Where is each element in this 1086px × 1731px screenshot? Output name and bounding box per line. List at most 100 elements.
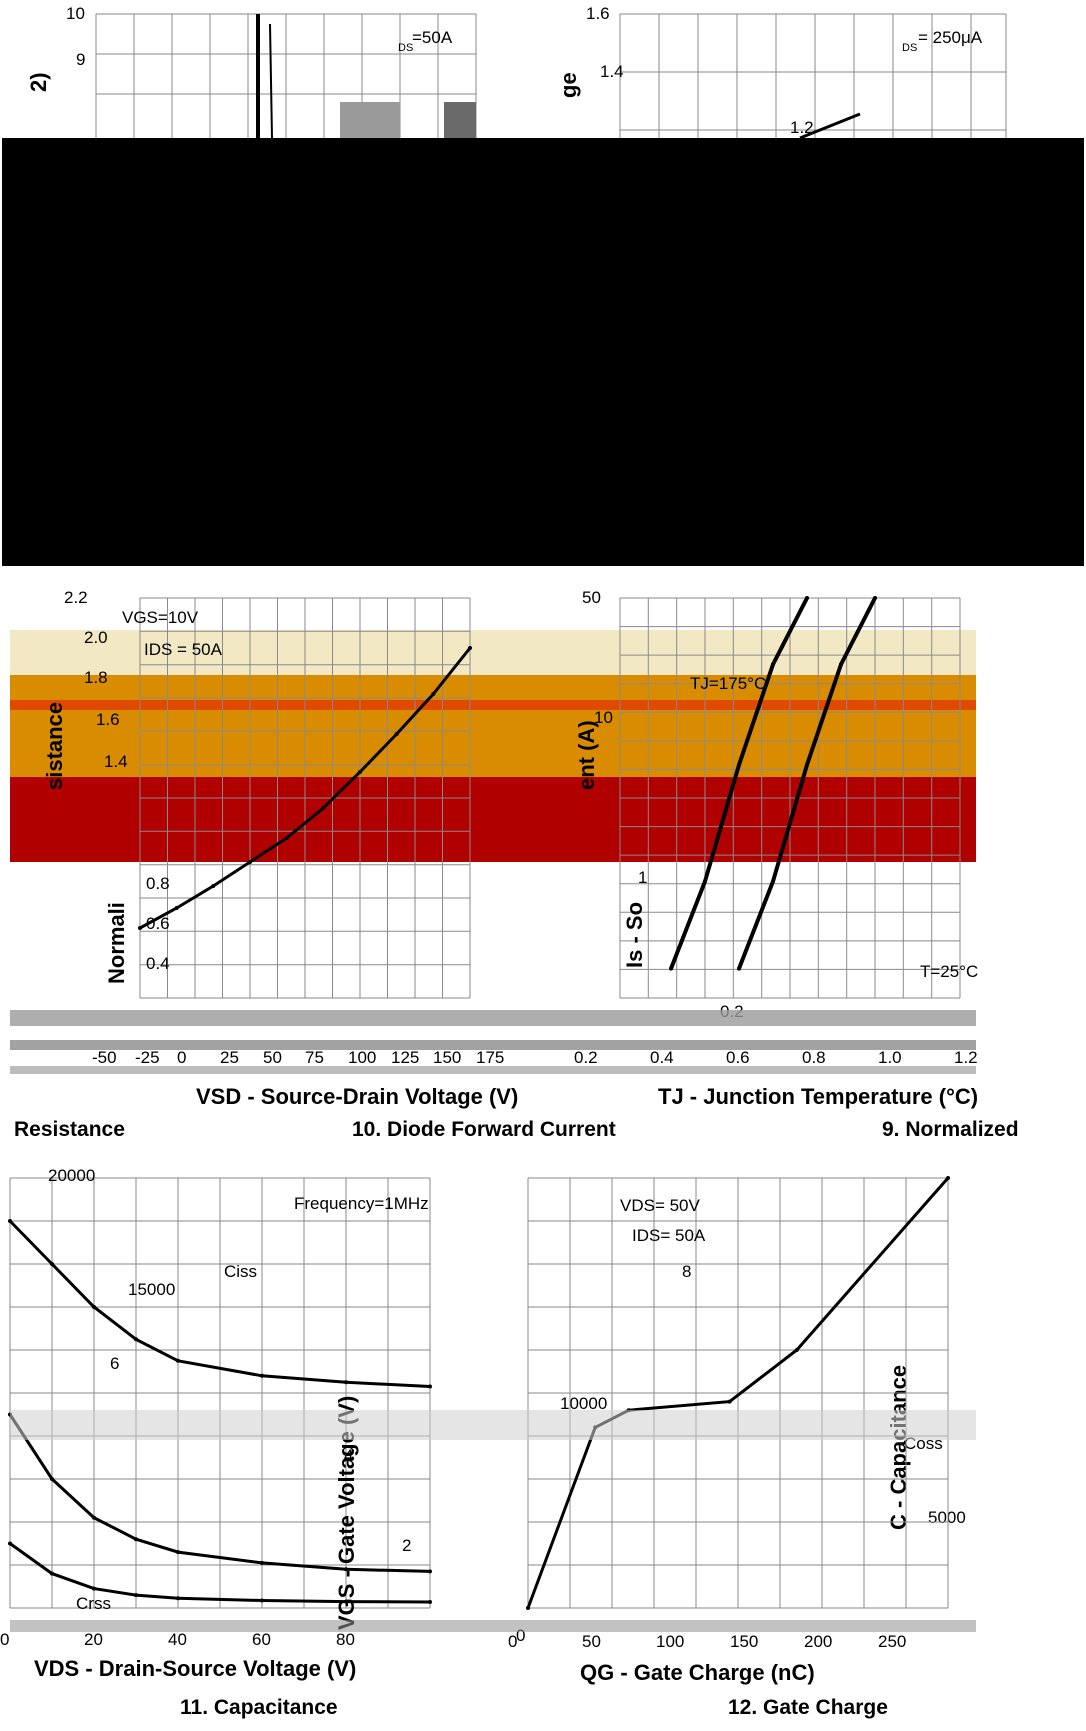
diode-series-0-point-4 bbox=[805, 596, 809, 600]
top-right-ytick-0: 1.6 bbox=[586, 4, 610, 23]
gate-charge-point-4 bbox=[794, 1348, 799, 1352]
top-left-annotation-sub: DS bbox=[398, 42, 414, 54]
capacitance-series-2-point-1 bbox=[50, 1571, 54, 1576]
on-resistance-annotation-vgs: VGS=10V bbox=[122, 608, 199, 627]
capacitance-series-0-point-3 bbox=[134, 1337, 138, 1342]
capacitance-series-0-point-1 bbox=[50, 1262, 54, 1266]
on-resistance-ytick-6: 0.6 bbox=[146, 914, 170, 933]
top-right-ylabel-fragment: ge bbox=[556, 72, 581, 98]
gate-charge-xtick-4: 200 bbox=[804, 1632, 833, 1651]
on-resistance-xtick-2: 0 bbox=[177, 1048, 187, 1067]
capacitance-series-0-point-6 bbox=[344, 1380, 348, 1385]
diode-series-1-point-0 bbox=[737, 966, 741, 971]
diode-series-1-point-2 bbox=[805, 762, 809, 767]
capacitance-series-2-point-6 bbox=[344, 1599, 348, 1604]
on-resistance-point-0 bbox=[138, 926, 142, 930]
capacitance-series-0 bbox=[8, 1219, 431, 1388]
capacitance-series-2 bbox=[9, 1542, 431, 1604]
black-band bbox=[2, 138, 1084, 566]
on-resistance-point-8 bbox=[431, 692, 436, 696]
diode-xtick-2: 0.6 bbox=[726, 1048, 750, 1067]
on-resistance-xtick-6: 100 bbox=[348, 1048, 377, 1067]
diode-xtick-5: 1.2 bbox=[954, 1048, 978, 1067]
on-resistance-point-4 bbox=[284, 836, 289, 840]
diode-series-0-point-3 bbox=[771, 662, 775, 667]
gate-charge-ytick-0: 8 bbox=[682, 1262, 692, 1281]
on-resistance-ytick-4: 1.4 bbox=[104, 752, 128, 771]
threshold-caption-fragment: 9. Normalized bbox=[882, 1118, 1019, 1141]
capacitance-series-2-point-0 bbox=[8, 1541, 12, 1546]
capacitance-plot bbox=[8, 1177, 432, 1609]
capacitance-series-1-point-7 bbox=[428, 1569, 432, 1574]
on-resistance-caption-fragment: Resistance bbox=[14, 1118, 125, 1141]
on-resistance-line bbox=[139, 647, 472, 930]
gate-charge-point-5 bbox=[946, 1176, 950, 1180]
gray-strip-2 bbox=[10, 1066, 976, 1074]
capacitance-series-1-point-1 bbox=[50, 1477, 54, 1481]
capacitance-series-0-point-0 bbox=[8, 1219, 12, 1223]
diode-current-plot bbox=[619, 596, 961, 999]
capacitance-series-2-point-3 bbox=[134, 1593, 138, 1598]
on-resistance-annotation-ids: IDS = 50A bbox=[144, 640, 222, 659]
diode-xtick-3: 0.8 bbox=[802, 1048, 826, 1067]
gate-charge-ytick-3: 2 bbox=[402, 1536, 412, 1555]
capacitance-xtick-1: 20 bbox=[84, 1630, 103, 1649]
diode-ylabel-fragment-1: Is - So bbox=[622, 901, 647, 968]
on-resistance-grid bbox=[139, 597, 471, 999]
gate-charge-point-0 bbox=[526, 1606, 530, 1610]
diode-ytick-0: 50 bbox=[582, 588, 601, 607]
capacitance-label-ciss: Ciss bbox=[224, 1262, 258, 1281]
capacitance-series-0-point-4 bbox=[176, 1358, 180, 1363]
gate-charge-ytick-1: 6 bbox=[110, 1354, 120, 1373]
diode-annotation-175: TJ=175°C bbox=[690, 674, 767, 693]
capacitance-series-2-point-7 bbox=[428, 1600, 432, 1604]
diode-ytick-2: 1 bbox=[638, 868, 648, 887]
capacitance-series-1-point-3 bbox=[134, 1537, 138, 1542]
gate-charge-grid bbox=[527, 1177, 949, 1609]
on-resistance-point-7 bbox=[394, 732, 399, 736]
diode-series-1-point-4 bbox=[873, 596, 877, 600]
top-left-ytick-0: 10 bbox=[66, 4, 85, 23]
diode-xlabel: VSD - Source-Drain Voltage (V) bbox=[196, 1084, 519, 1109]
capacitance-frequency: Frequency=1MHz bbox=[294, 1194, 429, 1213]
gray-strip-4 bbox=[10, 1620, 976, 1632]
gate-charge-xtick-3: 150 bbox=[730, 1632, 759, 1651]
top-right-grid bbox=[619, 13, 1007, 140]
capacitance-xtick-3: 60 bbox=[252, 1630, 271, 1649]
diode-xtick-4: 1.0 bbox=[878, 1048, 902, 1067]
on-resistance-xtick-4: 50 bbox=[263, 1048, 282, 1067]
gate-charge-ytick-4: 0 bbox=[516, 1626, 526, 1645]
gate-charge-point-3 bbox=[727, 1399, 732, 1404]
capacitance-xlabel: VDS - Drain-Source Voltage (V) bbox=[34, 1656, 357, 1681]
top-left-ytick-1: 9 bbox=[76, 50, 86, 69]
top-right-ytick-1: 1.4 bbox=[600, 62, 624, 81]
diode-annotation-25: T=25°C bbox=[920, 962, 979, 981]
threshold-xlabel: TJ - Junction Temperature (°C) bbox=[658, 1084, 979, 1109]
on-resistance-ytick-0: 2.2 bbox=[64, 588, 88, 607]
capacitance-series-2-point-4 bbox=[176, 1596, 180, 1601]
capacitance-series-1-point-5 bbox=[260, 1560, 264, 1565]
on-resistance-point-5 bbox=[321, 806, 326, 810]
capacitance-series-1-point-4 bbox=[176, 1550, 180, 1555]
capacitance-caption: 11. Capacitance bbox=[180, 1696, 338, 1719]
gate-charge-caption: 12. Gate Charge bbox=[728, 1696, 888, 1719]
top-left-grid bbox=[95, 13, 477, 139]
top-right-ytick-2: 1.2 bbox=[790, 118, 814, 137]
top-left-ylabel-fragment: 2) bbox=[26, 72, 51, 92]
red-band bbox=[10, 777, 976, 862]
capacitance-ytick-1: 15000 bbox=[128, 1280, 176, 1299]
orange-band bbox=[10, 675, 976, 777]
gate-charge-plot bbox=[526, 1176, 950, 1610]
capacitance-series-1-point-6 bbox=[344, 1567, 348, 1572]
diode-series-1-point-1 bbox=[771, 879, 775, 884]
gate-charge-xtick-2: 100 bbox=[656, 1632, 685, 1651]
cream-band bbox=[10, 630, 976, 675]
gate-charge-xtick-1: 50 bbox=[582, 1632, 601, 1651]
gate-charge-xtick-0: 0 bbox=[508, 1632, 518, 1651]
diode-caption: 10. Diode Forward Current bbox=[352, 1118, 616, 1141]
capacitance-grid bbox=[9, 1177, 431, 1609]
diode-xtick-0: 0.2 bbox=[574, 1048, 598, 1067]
capacitance-series-0-point-5 bbox=[260, 1373, 264, 1378]
on-resistance-point-9 bbox=[468, 646, 472, 650]
diode-xtick-1: 0.4 bbox=[650, 1048, 674, 1067]
